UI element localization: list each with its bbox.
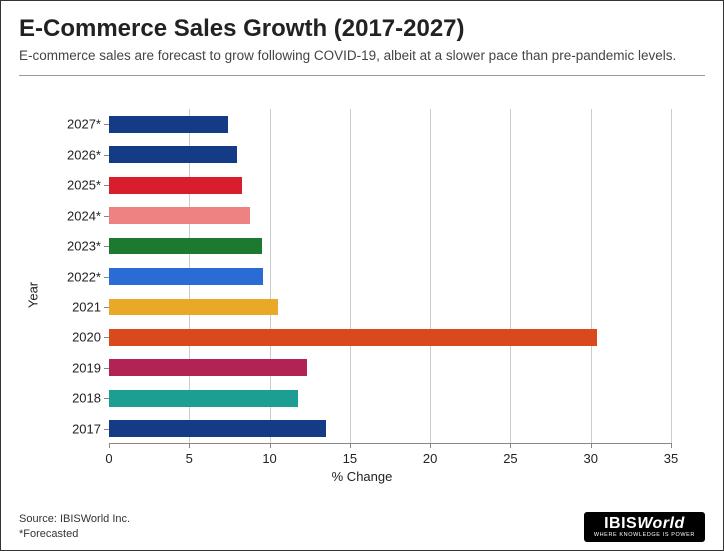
x-tick-mark xyxy=(109,443,110,448)
chart-title: E-Commerce Sales Growth (2017-2027) xyxy=(19,15,705,43)
gridline xyxy=(591,109,592,443)
gridline xyxy=(430,109,431,443)
y-tick-label: 2018 xyxy=(31,391,101,406)
y-tick-label: 2027* xyxy=(31,117,101,132)
bar xyxy=(109,207,250,224)
ibisworld-logo: IBISWorld WHERE KNOWLEDGE IS POWER xyxy=(584,512,705,542)
bar xyxy=(109,268,263,285)
x-axis-label: % Change xyxy=(332,469,393,484)
y-tick-label: 2019 xyxy=(31,360,101,375)
logo-text-world: World xyxy=(637,515,685,532)
bar xyxy=(109,146,237,163)
bar xyxy=(109,116,228,133)
x-tick-mark xyxy=(350,443,351,448)
bar xyxy=(109,299,278,316)
x-tick-label: 35 xyxy=(664,451,678,466)
chart-subtitle: E-commerce sales are forecast to grow fo… xyxy=(19,47,705,65)
x-tick-mark xyxy=(591,443,592,448)
bar xyxy=(109,177,242,194)
x-tick-label: 20 xyxy=(423,451,437,466)
bar xyxy=(109,420,326,437)
x-tick-label: 0 xyxy=(105,451,112,466)
gridline xyxy=(671,109,672,443)
y-tick-label: 2024* xyxy=(31,208,101,223)
bar xyxy=(109,238,262,255)
y-tick-label: 2023* xyxy=(31,239,101,254)
gridline xyxy=(510,109,511,443)
header-divider xyxy=(19,75,705,76)
x-tick-label: 25 xyxy=(503,451,517,466)
x-tick-mark xyxy=(671,443,672,448)
plot-area xyxy=(109,109,671,444)
x-tick-label: 5 xyxy=(186,451,193,466)
y-tick-label: 2020 xyxy=(31,330,101,345)
logo-tagline: WHERE KNOWLEDGE IS POWER xyxy=(594,532,695,538)
logo-text-ibis: IBIS xyxy=(604,515,637,532)
bar xyxy=(109,390,298,407)
x-tick-mark xyxy=(430,443,431,448)
source-line: Source: IBISWorld Inc. xyxy=(19,512,130,527)
footer: Source: IBISWorld Inc. *Forecasted IBISW… xyxy=(19,512,705,542)
x-tick-label: 30 xyxy=(583,451,597,466)
x-tick-label: 15 xyxy=(343,451,357,466)
bar xyxy=(109,329,597,346)
bar xyxy=(109,359,307,376)
y-tick-label: 2017 xyxy=(31,421,101,436)
y-tick-label: 2026* xyxy=(31,147,101,162)
y-tick-label: 2022* xyxy=(31,269,101,284)
chart-area: Year % Change 05101520253035201720182019… xyxy=(31,109,693,480)
y-tick-label: 2025* xyxy=(31,178,101,193)
header: E-Commerce Sales Growth (2017-2027) E-co… xyxy=(1,1,723,69)
source-block: Source: IBISWorld Inc. *Forecasted xyxy=(19,512,130,542)
x-tick-mark xyxy=(510,443,511,448)
forecast-note: *Forecasted xyxy=(19,527,130,542)
y-tick-label: 2021 xyxy=(31,299,101,314)
gridline xyxy=(350,109,351,443)
x-tick-mark xyxy=(270,443,271,448)
x-tick-label: 10 xyxy=(262,451,276,466)
x-tick-mark xyxy=(189,443,190,448)
